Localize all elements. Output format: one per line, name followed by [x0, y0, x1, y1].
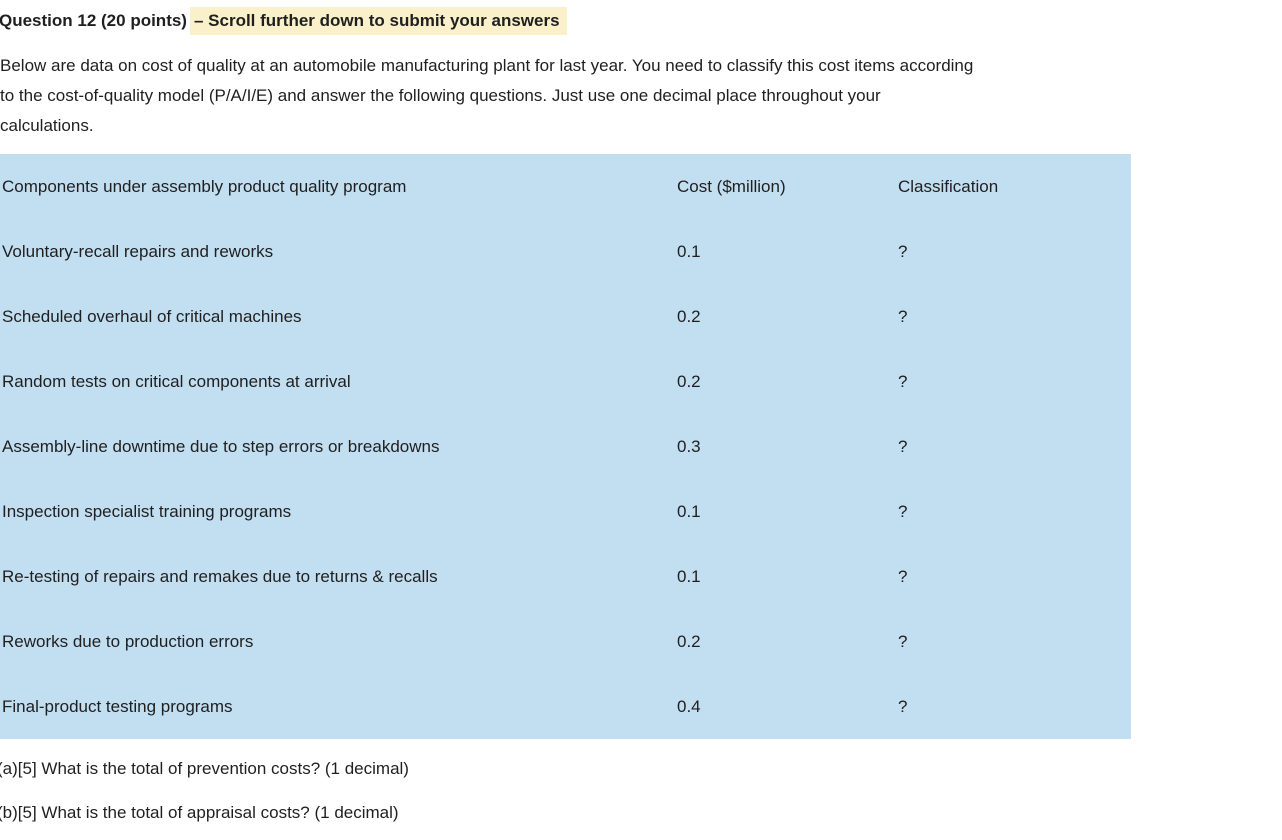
cost-cell: 0.4 — [677, 696, 701, 716]
item-cell: Inspection specialist training programs — [2, 501, 292, 521]
cost-cell: 0.1 — [677, 501, 701, 521]
classification-cell: ? — [898, 696, 908, 716]
classification-column-header: Classification — [898, 176, 999, 196]
classification-cell: ? — [898, 371, 908, 391]
sub-question-a: (a)[5] What is the total of prevention c… — [0, 759, 409, 778]
quiz-question-page: Question 12 (20 points) – Scroll further … — [0, 7, 1282, 840]
classification-cell: ? — [898, 501, 908, 521]
question-heading: Question 12 (20 points) – Scroll further … — [0, 7, 1282, 35]
classification-cell: ? — [898, 631, 908, 651]
item-cell: Re-testing of repairs and remakes due to… — [2, 566, 438, 586]
sub-question-b: (b)[5] What is the total of appraisal co… — [0, 803, 399, 822]
item-cell: Scheduled overhaul of critical machines — [2, 306, 302, 326]
highlighted-scroll-note: – Scroll further down to submit your ans… — [189, 7, 567, 35]
item-column-header: Components under assembly product qualit… — [2, 176, 407, 196]
cost-cell: 0.2 — [677, 371, 701, 391]
question-intro: Below are data on cost of quality at an … — [0, 51, 1282, 141]
classification-cell: ? — [898, 436, 908, 456]
classification-cell: ? — [898, 306, 908, 326]
item-cell: Random tests on critical components at a… — [2, 371, 351, 391]
intro-line: calculations. — [0, 116, 94, 135]
intro-line: Below are data on cost of quality at an … — [0, 56, 974, 75]
cost-cell: 0.3 — [677, 436, 701, 456]
cost-cell: 0.2 — [677, 306, 701, 326]
cost-column-header: Cost ($million) — [677, 176, 786, 196]
question-title: Question 12 (20 points) — [0, 11, 187, 30]
intro-line: to the cost-of-quality model (P/A/I/E) a… — [0, 86, 881, 105]
cost-of-quality-table: Components under assembly product qualit… — [0, 154, 1131, 739]
cost-cell: 0.1 — [677, 566, 701, 586]
item-cell: Final-product testing programs — [2, 696, 233, 716]
sub-questions: (a)[5] What is the total of prevention c… — [0, 754, 1282, 828]
item-cell: Assembly-line downtime due to step error… — [2, 436, 440, 456]
item-cell: Voluntary-recall repairs and reworks — [2, 241, 274, 261]
cost-cell: 0.1 — [677, 241, 701, 261]
item-cell: Reworks due to production errors — [2, 631, 254, 651]
classification-cell: ? — [898, 241, 908, 261]
cost-cell: 0.2 — [677, 631, 701, 651]
classification-cell: ? — [898, 566, 908, 586]
